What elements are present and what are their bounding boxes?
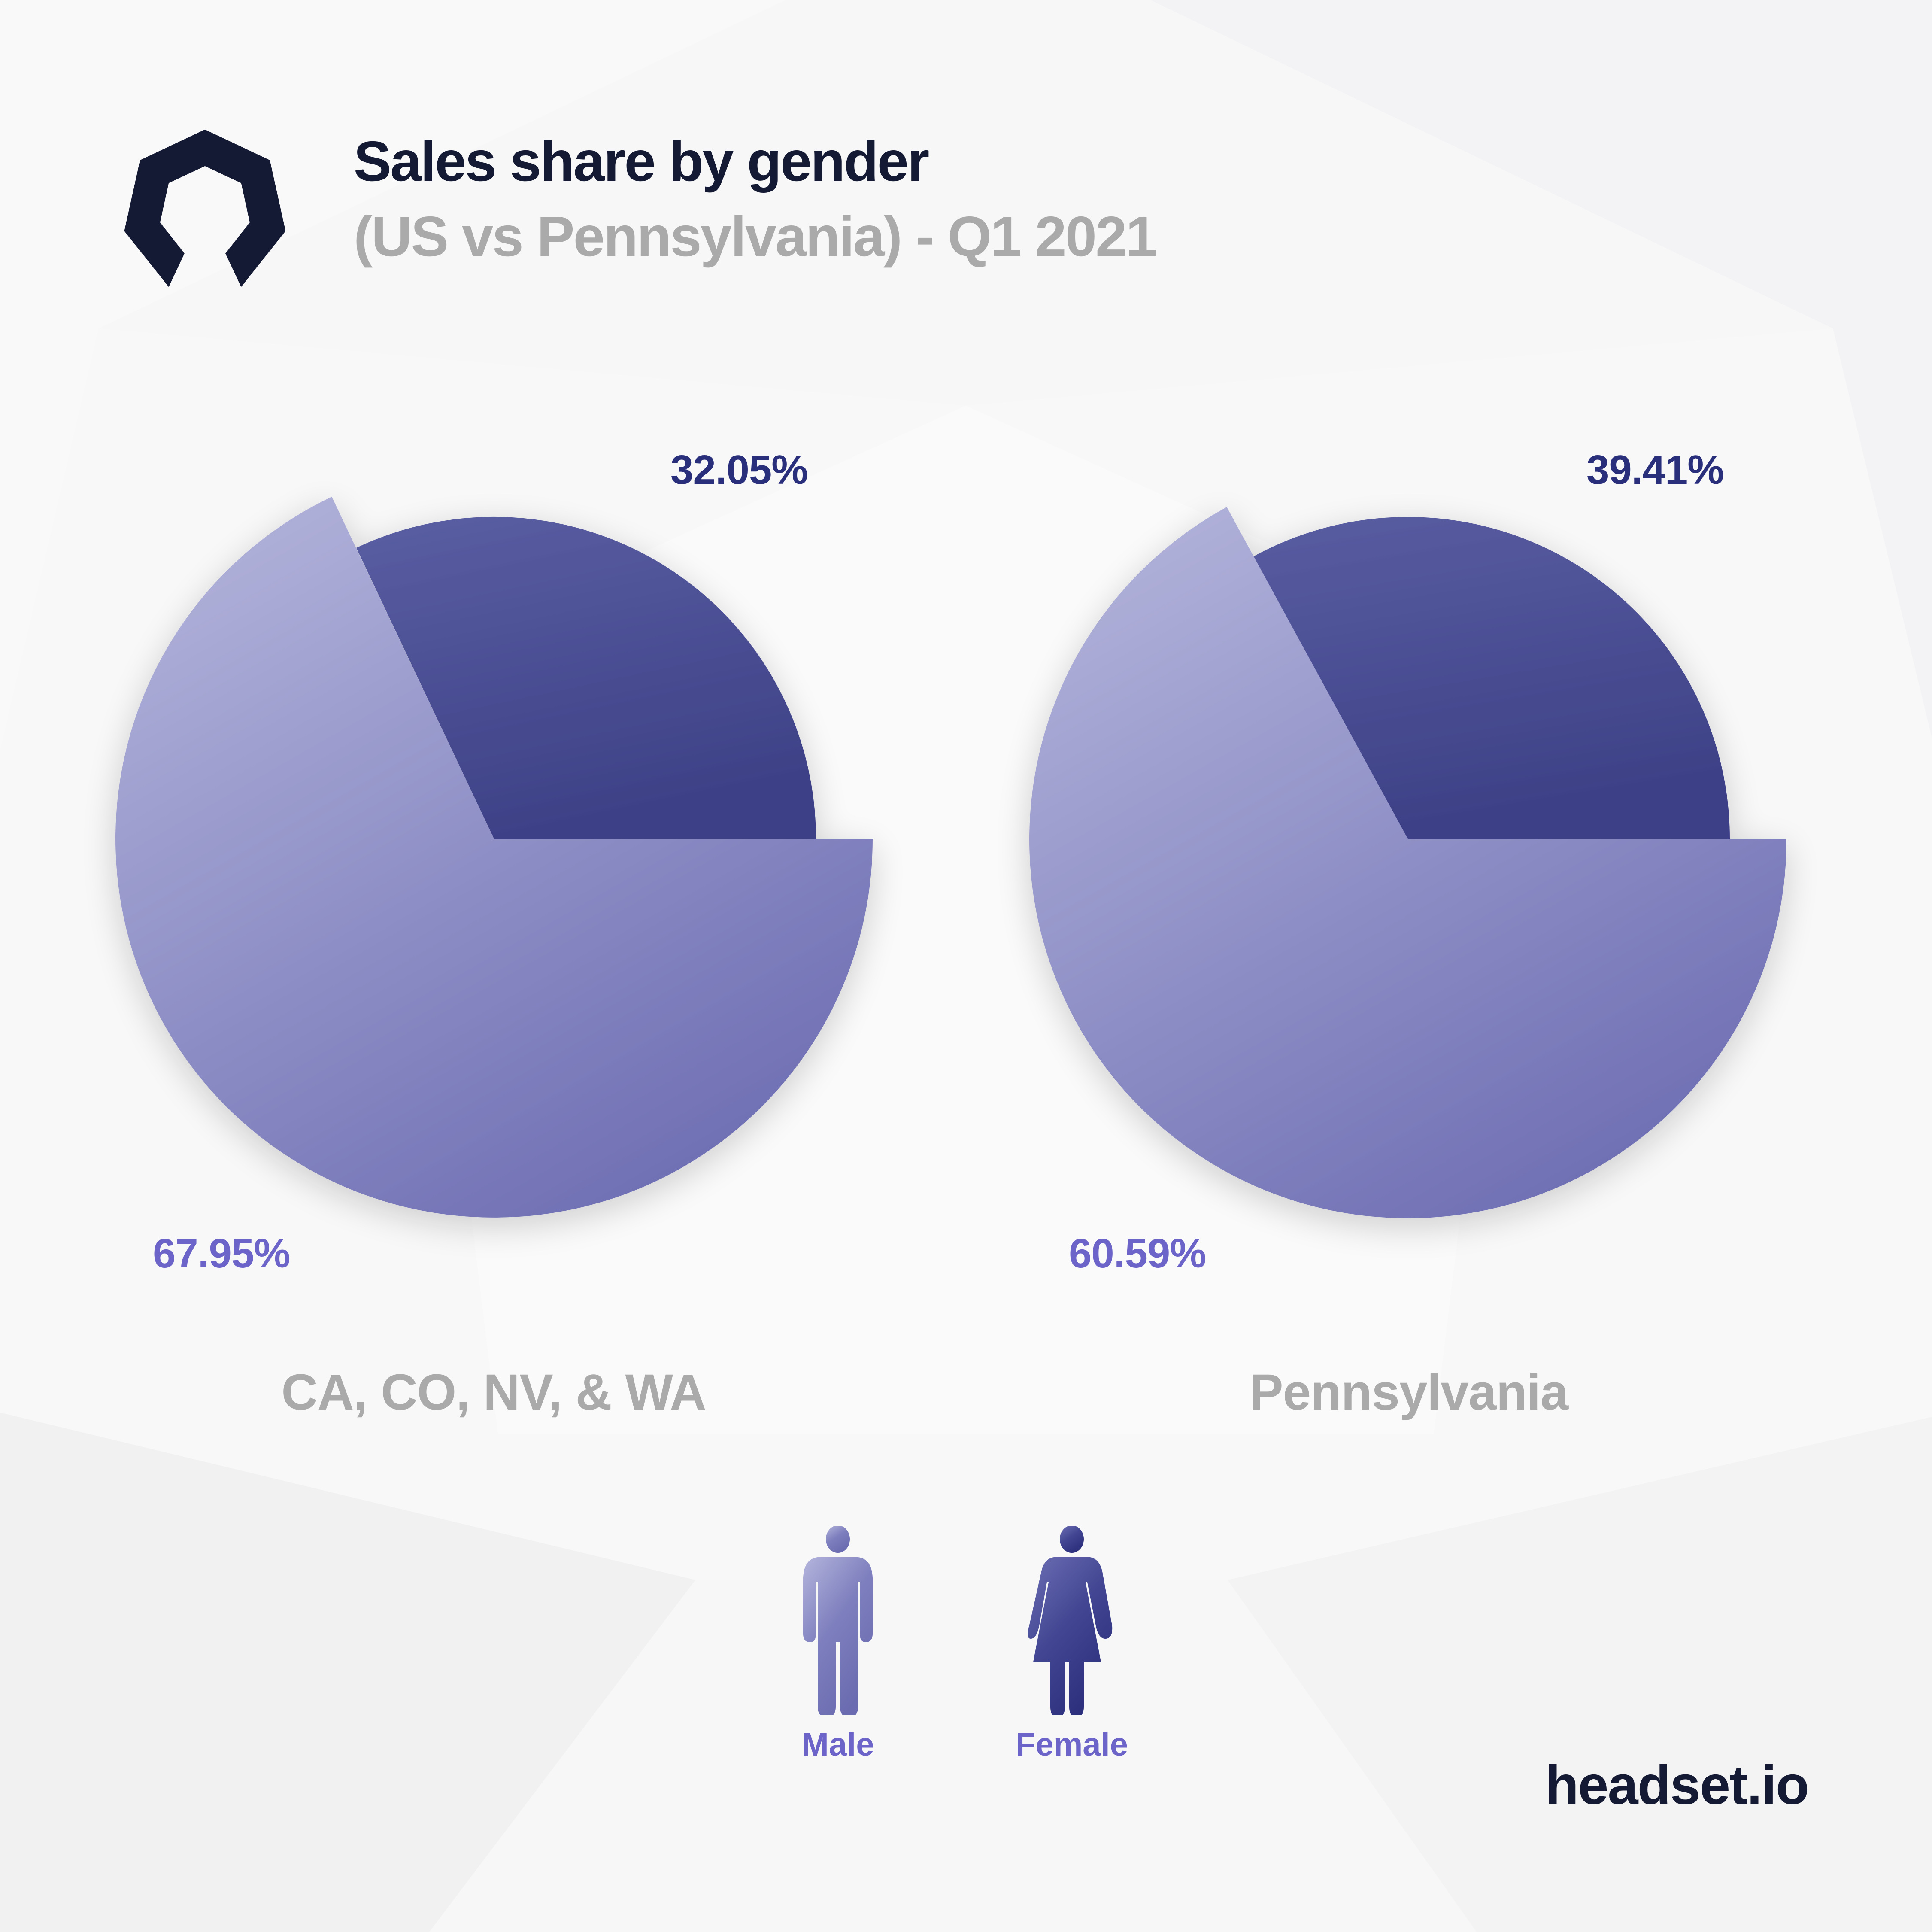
- pie-slice-female: [356, 516, 816, 839]
- pie-right-region-label: Pennsylvania: [1249, 1364, 1568, 1421]
- legend-male-label: Male: [801, 1726, 874, 1763]
- male-icon: [803, 1526, 873, 1715]
- female-icon: [1028, 1526, 1113, 1715]
- pie-left-male-value: 67.95%: [153, 1230, 291, 1276]
- brand-footer: headset.io: [1545, 1755, 1809, 1816]
- chart-title: Sales share by gender: [354, 130, 929, 193]
- pie-slice-male: [1029, 507, 1787, 1218]
- pie-chart-left: [115, 497, 873, 1218]
- pie-slice-male: [115, 497, 873, 1218]
- legend-female-label: Female: [1016, 1726, 1128, 1763]
- pie-slice-female: [1155, 517, 1730, 839]
- pie-right-female-value: 39.41%: [1586, 447, 1724, 493]
- pie-left-female-value: 32.05%: [670, 447, 808, 493]
- chart-subtitle: (US vs Pennsylvania) - Q1 2021: [354, 205, 1157, 268]
- pie-right-male-value: 60.59%: [1069, 1230, 1207, 1276]
- headset-logo-icon: [124, 129, 286, 287]
- pie-left-region-label: CA, CO, NV, & WA: [281, 1364, 706, 1421]
- pie-chart-right: [1029, 507, 1787, 1218]
